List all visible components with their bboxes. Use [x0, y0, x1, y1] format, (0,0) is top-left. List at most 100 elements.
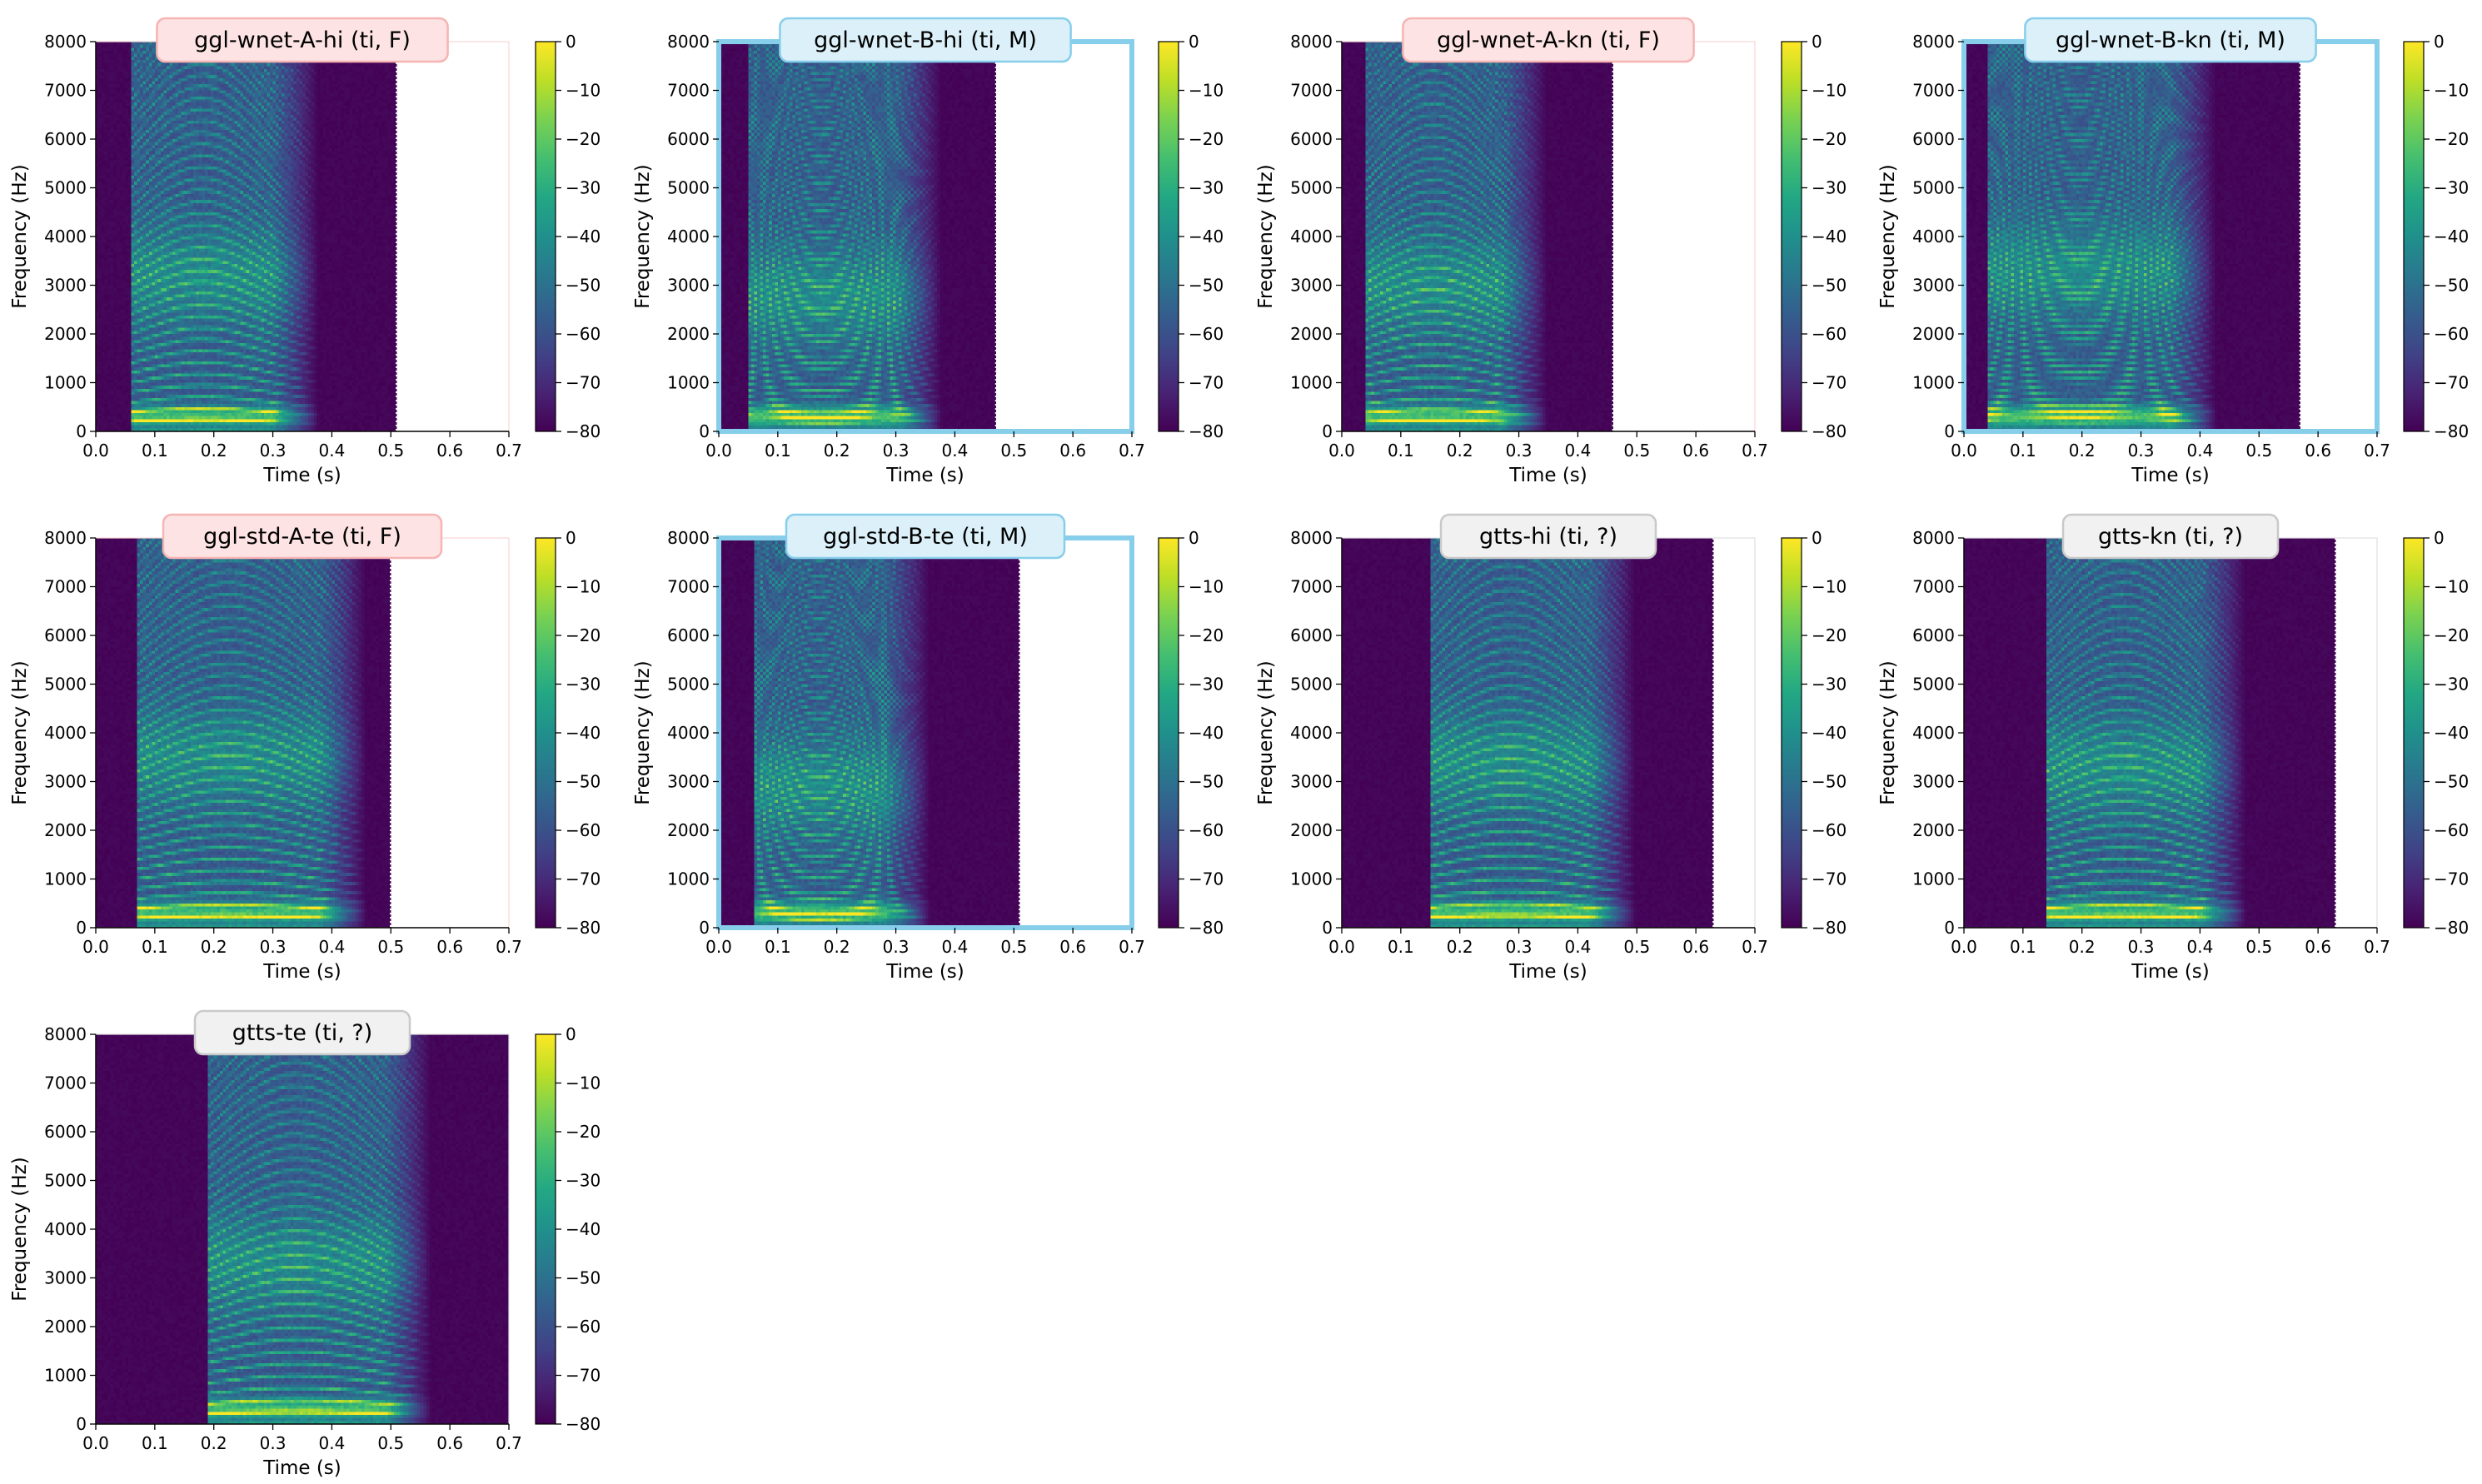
x-tick-label: 0.5 — [2245, 441, 2272, 461]
y-tick-label: 4000 — [44, 723, 87, 743]
y-axis-label: Frequency (Hz) — [632, 164, 654, 308]
title-badge — [779, 17, 1072, 63]
y-tick-label: 7000 — [1912, 577, 1955, 597]
x-tick-label: 0.2 — [1447, 937, 1473, 957]
colorbar-tick-label: −60 — [566, 1317, 601, 1337]
y-tick-label: 1000 — [1912, 869, 1955, 889]
colorbar-tick-label: −40 — [1189, 723, 1224, 743]
colorbar — [535, 537, 556, 929]
y-tick-label: 5000 — [667, 178, 710, 198]
x-tick-label: 0.6 — [2305, 937, 2331, 957]
x-tick-label: 0.6 — [1682, 937, 1709, 957]
colorbar-tick-label: −70 — [2434, 373, 2469, 393]
colorbar-tick-label: −80 — [2434, 918, 2469, 938]
x-tick-label: 0.1 — [142, 441, 168, 461]
colorbar-tick-label: −10 — [2434, 577, 2469, 597]
colorbar-tick-label: −10 — [1189, 81, 1224, 101]
colorbar-tick-label: 0 — [2434, 32, 2445, 52]
colorbar — [1781, 41, 1802, 432]
colorbar-tick-label: −70 — [566, 869, 601, 889]
x-axis-label: Time (s) — [262, 961, 341, 983]
y-tick-label: 3000 — [1912, 276, 1955, 296]
colorbar-tick-label: −70 — [1812, 869, 1847, 889]
x-tick-label: 0.3 — [1506, 937, 1533, 957]
colorbar-tick-label: −20 — [566, 1122, 601, 1142]
colorbar-tick-label: −30 — [566, 1171, 601, 1191]
subplot-9: 0.0 0.1 0.2 0.3 0.4 0.5 0.6 0.7 0 1000 2000 3000 400… — [9, 1009, 601, 1479]
colorbar-tick-label: 0 — [566, 32, 576, 52]
colorbar-tick-label: −30 — [1189, 675, 1224, 695]
colorbar-tick-label: −20 — [1812, 625, 1847, 645]
y-tick-label: 5000 — [44, 1171, 87, 1191]
x-tick-label: 0.7 — [1119, 937, 1145, 957]
colorbar-tick-label: −40 — [1812, 227, 1847, 247]
y-tick-label: 2000 — [44, 820, 87, 840]
x-tick-label: 0.3 — [2128, 937, 2155, 957]
y-tick-label: 8000 — [1912, 528, 1955, 548]
colorbar-tick-label: −30 — [1812, 675, 1847, 695]
y-tick-label: 2000 — [1290, 324, 1333, 344]
colorbar-tick-label: −60 — [566, 324, 601, 344]
x-tick-label: 0.2 — [824, 937, 850, 957]
x-tick-label: 0.7 — [1742, 937, 1768, 957]
x-tick-label: 0.4 — [942, 937, 969, 957]
spectrogram-image — [96, 42, 509, 431]
colorbar-tick-label: 0 — [1189, 528, 1199, 548]
colorbar-tick-label: −30 — [566, 178, 601, 198]
colorbar-tick-label: −60 — [1812, 820, 1847, 840]
colorbar-tick-label: −80 — [2434, 421, 2469, 441]
x-axis-label: Time (s) — [2131, 961, 2210, 983]
y-tick-label: 5000 — [1912, 178, 1955, 198]
x-tick-label: 0.0 — [1328, 441, 1355, 461]
x-axis-label: Time (s) — [262, 1457, 341, 1479]
y-tick-label: 1000 — [1912, 373, 1955, 393]
y-tick-label: 2000 — [1912, 820, 1955, 840]
y-tick-label: 2000 — [44, 324, 87, 344]
spectrogram-image — [1342, 42, 1755, 431]
spectrogram-image — [1342, 538, 1755, 928]
x-axis-label: Time (s) — [1508, 961, 1587, 983]
x-tick-label: 0.1 — [2010, 937, 2036, 957]
y-tick-label: 7000 — [44, 577, 87, 597]
colorbar — [2403, 41, 2425, 432]
y-tick-label: 3000 — [667, 772, 710, 792]
spectrogram-image — [96, 538, 509, 928]
y-tick-label: 8000 — [1290, 528, 1333, 548]
x-tick-label: 0.6 — [1059, 937, 1086, 957]
y-axis-label: Frequency (Hz) — [1877, 660, 1899, 804]
title-badge — [162, 513, 443, 560]
y-tick-label: 2000 — [667, 820, 710, 840]
y-tick-label: 0 — [76, 1414, 87, 1434]
colorbar — [535, 1033, 556, 1425]
y-tick-label: 3000 — [1290, 772, 1333, 792]
y-tick-label: 7000 — [1290, 577, 1333, 597]
panel-title: gtts-te (ti, ?) — [232, 1020, 373, 1046]
y-tick-label: 6000 — [44, 129, 87, 149]
y-tick-label: 6000 — [1912, 129, 1955, 149]
x-tick-label: 0.6 — [436, 937, 463, 957]
x-tick-label: 0.2 — [824, 441, 850, 461]
x-tick-label: 0.0 — [82, 1433, 109, 1453]
x-tick-label: 0.0 — [705, 937, 732, 957]
subplot-6: 0.0 0.1 0.2 0.3 0.4 0.5 0.6 0.7 0 1000 2000 3000 400… — [632, 513, 1224, 983]
y-tick-label: 1000 — [44, 1366, 87, 1386]
panel-title: gtts-kn (ti, ?) — [2098, 524, 2243, 550]
title-badge — [2061, 513, 2280, 560]
panel-title: ggl-std-A-te (ti, F) — [203, 524, 401, 550]
y-tick-label: 7000 — [667, 81, 710, 101]
colorbar-tick-label: 0 — [566, 1024, 576, 1044]
colorbar-tick-label: −10 — [1812, 577, 1847, 597]
y-axis-label: Frequency (Hz) — [9, 1157, 31, 1301]
y-tick-label: 1000 — [667, 869, 710, 889]
colorbar-tick-label: −60 — [566, 820, 601, 840]
x-tick-label: 0.3 — [2128, 441, 2155, 461]
x-tick-label: 0.7 — [496, 1433, 522, 1453]
colorbar-tick-label: −80 — [1189, 918, 1224, 938]
spectrogram-image — [96, 1034, 509, 1424]
panel-title: ggl-wnet-B-hi (ti, M) — [814, 27, 1037, 53]
colorbar-tick-label: −70 — [1812, 373, 1847, 393]
colorbar-tick-label: −80 — [566, 918, 601, 938]
x-tick-label: 0.0 — [1951, 441, 1977, 461]
colorbar — [535, 41, 556, 432]
